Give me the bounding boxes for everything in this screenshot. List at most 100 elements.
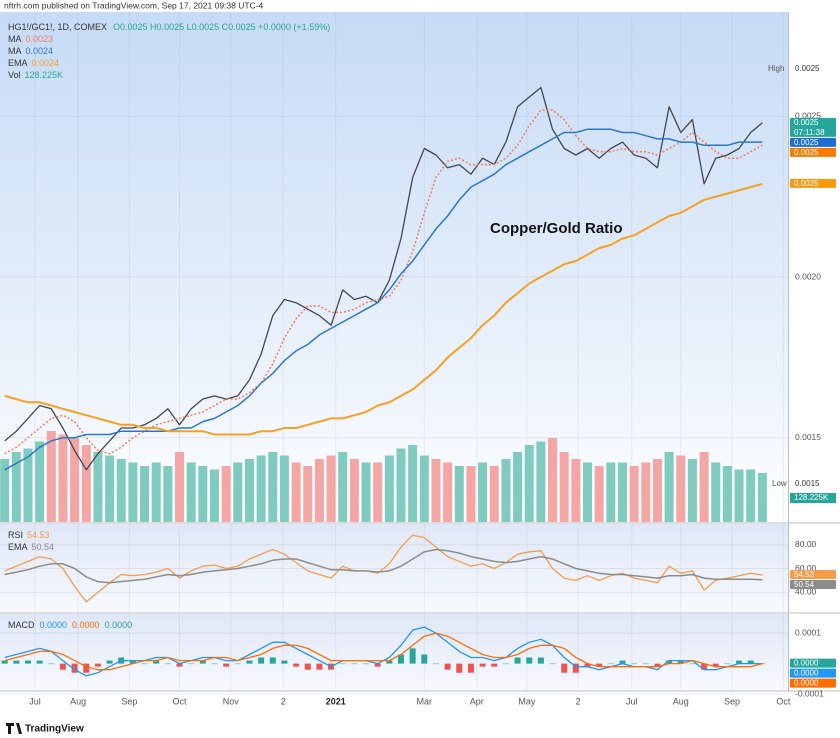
volume-bar [338,452,348,522]
high-label: High [768,64,784,73]
volume-bar [478,462,488,522]
volume-bar [326,455,336,522]
histogram-bar [502,663,509,665]
volume-bar [58,434,68,522]
histogram-bar [71,663,78,673]
volume-bar [559,452,569,522]
histogram-bar [386,660,393,664]
volume-badge [790,493,836,503]
histogram-bar [642,663,649,665]
histogram-bar [677,660,684,664]
histogram-bar [491,663,498,667]
y-tick-label: 0.0001 [795,627,821,637]
main-pane [0,12,788,522]
price-badge [790,580,836,590]
histogram-bar [467,663,474,673]
legend-name: MACD [8,620,35,630]
volume-bar [699,452,709,522]
histogram-bar [363,663,370,665]
legend-value: 50.54 [32,542,55,552]
volume-bar [291,462,301,522]
price-badge-label: 0.0000 [794,669,819,678]
volume-bar [151,462,161,522]
high-value: 0.0025 [795,64,820,73]
histogram-bar [351,663,358,665]
volume-bar [629,466,639,522]
volume-bar [163,466,173,522]
histogram-bar [409,648,416,664]
legend-value: 0.0024 [32,58,60,68]
histogram-bar [654,663,661,667]
volume-bar [641,462,651,522]
legend-value: 54.53 [27,530,50,540]
x-tick-label: Aug [673,696,689,706]
volume-bar [128,462,138,522]
price-badge [790,678,836,688]
y-tick-label: 0.0015 [795,432,821,442]
series-line [4,534,763,603]
volume-bar [443,462,453,522]
legend-entry: MA 0.0023 [8,34,53,44]
histogram-bar [526,657,533,664]
price-badge [790,178,836,188]
histogram-bar [316,663,323,670]
histogram-bar [24,660,31,664]
legend-value: 0.0000 [105,620,133,630]
legend-entry: MA 0.0024 [8,46,53,56]
price-badge-label: 0.0025 [794,118,819,127]
footer-logo: TradingView [6,723,84,735]
y-tick-label: -0.0001 [795,688,824,698]
legend-value: 0.0023 [26,34,54,44]
legend-name: MA [8,46,22,56]
x-tick-label: Oct [776,696,791,706]
price-badge [790,658,836,668]
volume-bar [244,459,254,522]
volume-bar [268,452,278,522]
volume-bar [23,448,33,522]
legend-name: EMA [8,58,28,68]
symbol: HG1!/GC1!, 1D, COMEX [8,22,107,32]
volume-bar [221,466,231,522]
histogram-bar [153,660,160,664]
histogram-bar [747,660,754,664]
volume-badge-label: 128.225K [794,493,829,502]
volume-bar [373,462,383,522]
histogram-bar [59,663,66,670]
volume-bar [454,466,464,522]
annotation: Copper/Gold Ratio [490,220,623,237]
brand: TradingView [25,724,84,735]
price-badge-label: 0.0025 [794,148,819,157]
volume-bar [676,455,686,522]
volume-bar [594,466,604,522]
price-badge-label: 0.0000 [794,659,819,668]
volume-bar [431,459,441,522]
histogram-bar [607,663,614,665]
histogram-bar [666,660,673,664]
histogram-bar [106,660,113,664]
histogram-bar [211,663,218,665]
histogram-bar [129,660,136,664]
price-badge [790,147,836,157]
histogram-bar [94,663,101,667]
price-badge-label: 50.54 [794,580,815,589]
price-badge-label: 0.0025 [794,138,819,147]
volume-bar [233,462,243,522]
countdown: 07:11:38 [794,128,825,137]
volume-bar [256,455,266,522]
volume-bar [209,469,219,522]
histogram-bar [549,663,556,665]
volume-bar [349,459,359,522]
series-line [4,86,763,471]
volume-bar [186,462,196,522]
x-tick-label: Oct [173,696,188,706]
price-badge-label: 54.53 [794,570,815,579]
histogram-bar [432,663,439,665]
histogram-bar [141,663,148,665]
low-value: 0.0015 [795,479,820,488]
price-badge-label: 0.0000 [794,679,819,688]
volume-bar [746,469,756,522]
histogram-bar [421,654,428,664]
volume-bar [524,445,534,522]
x-tick-label: Sep [121,696,137,706]
histogram-bar [701,663,708,670]
